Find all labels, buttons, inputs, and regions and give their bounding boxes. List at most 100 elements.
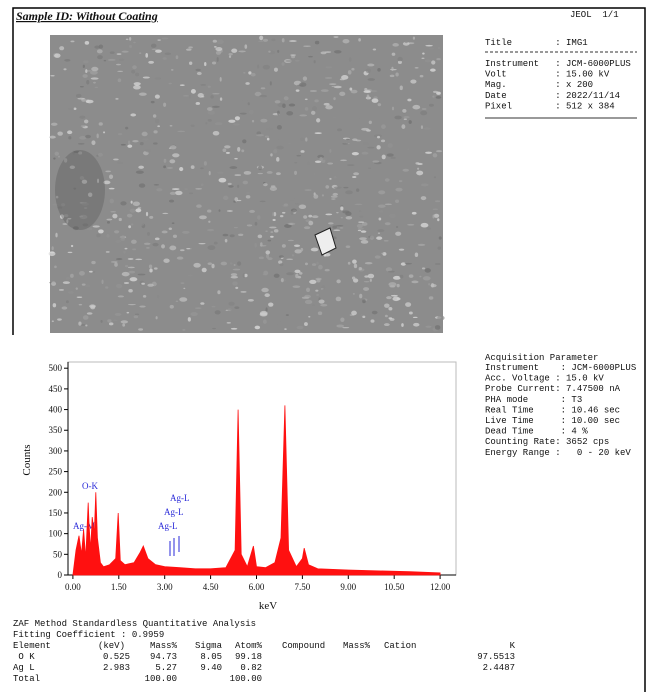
sem-grain (364, 275, 369, 278)
acq-line: Dead Time : 4 % (485, 427, 588, 437)
sem-grain (438, 236, 442, 240)
sem-grain (291, 254, 295, 257)
sem-grain (435, 96, 442, 99)
table-cell: 97.5513 (477, 652, 515, 662)
sem-grain (426, 227, 431, 230)
sem-grain (257, 172, 263, 175)
sem-grain (211, 263, 215, 269)
sem-grain (299, 114, 308, 117)
sem-grain (57, 318, 62, 321)
sem-grain (143, 242, 151, 245)
sem-grain (57, 206, 63, 209)
sem-grain (149, 268, 153, 273)
sem-grain (175, 300, 179, 303)
sem-grain (281, 244, 286, 248)
sem-grain (188, 46, 193, 49)
sem-grain (225, 151, 230, 154)
sem-grain (145, 148, 152, 153)
sem-grain (142, 295, 147, 298)
sem-grain (354, 203, 363, 206)
sem-grain (298, 204, 307, 210)
sem-grain (78, 303, 83, 306)
x-axis-title: keV (259, 600, 277, 612)
sem-grain (265, 250, 271, 255)
sem-grain (294, 170, 298, 175)
acq-heading: Acquisition Parameter (485, 353, 598, 363)
sem-grain (92, 225, 100, 228)
sem-grain (211, 105, 220, 108)
sem-grain (412, 316, 418, 318)
sem-grain (228, 119, 236, 123)
sem-grain (120, 320, 128, 324)
sem-grain (176, 256, 184, 260)
sem-grain (357, 227, 364, 230)
sem-grain (384, 203, 392, 206)
sem-grain (300, 150, 305, 153)
sem-grain (162, 212, 169, 215)
sem-grain (286, 272, 295, 276)
sem-grain (79, 115, 86, 119)
sem-grain (286, 111, 294, 116)
sem-grain (91, 140, 96, 146)
sem-grain (248, 71, 252, 75)
sem-grain (57, 131, 63, 136)
sem-grain (329, 148, 332, 153)
x-tick-label: 12.00 (430, 582, 451, 592)
sem-grain (318, 299, 325, 304)
sem-grain (82, 74, 88, 78)
sem-grain (411, 211, 417, 215)
sem-grain (266, 171, 273, 174)
sem-grain (228, 301, 235, 306)
sem-grain (404, 262, 413, 265)
sem-grain (106, 218, 113, 221)
sem-grain (122, 323, 126, 327)
spectrum (72, 405, 441, 576)
sem-grain (97, 178, 100, 184)
sem-grain (179, 167, 184, 172)
sem-grain (76, 296, 83, 298)
sem-grain (317, 154, 325, 159)
sem-grain (254, 242, 257, 248)
sem-grain (395, 226, 399, 228)
sem-grain (332, 192, 339, 196)
analysis-title: ZAF Method Standardless Quantitative Ana… (13, 619, 256, 629)
sem-grain (325, 105, 333, 110)
sem-grain (230, 273, 238, 277)
sem-grain (196, 204, 202, 208)
sem-grain (86, 80, 90, 85)
sem-grain (257, 64, 260, 69)
sem-grain (381, 124, 386, 129)
sem-grain (244, 273, 248, 278)
peak-label: Ag-L (170, 493, 190, 503)
sem-grain (405, 302, 412, 307)
sem-grain (383, 240, 389, 242)
sem-grain (285, 314, 289, 316)
sem-grain (120, 201, 127, 206)
sem-grain (359, 293, 363, 299)
sem-grain (399, 85, 403, 91)
sem-grain (342, 326, 350, 329)
sem-grain (329, 83, 337, 85)
sem-grain (113, 158, 119, 161)
sem-grain (316, 118, 321, 123)
sem-grain (219, 77, 222, 82)
sem-grain (336, 211, 339, 214)
sem-grain (437, 218, 440, 222)
sem-grain (147, 231, 150, 236)
sem-grain (139, 142, 144, 146)
table-cell: 0.525 (103, 652, 130, 662)
sem-grain (279, 215, 284, 218)
sem-grain (293, 244, 301, 247)
sem-grain (169, 159, 176, 164)
sem-grain (130, 223, 134, 226)
sem-grain (51, 246, 54, 251)
sem-grain (295, 59, 300, 62)
sem-grain (101, 279, 104, 285)
sem-grain (333, 186, 342, 189)
sem-grain (142, 138, 149, 141)
table-cell: 100.00 (230, 674, 262, 684)
sem-grain (258, 40, 264, 42)
sem-grain (59, 46, 65, 51)
y-tick-label: 350 (49, 425, 63, 435)
sem-grain (281, 38, 285, 43)
